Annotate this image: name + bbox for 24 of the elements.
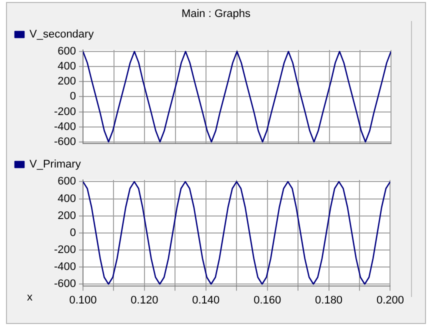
- y-tick-label: -600: [54, 136, 76, 148]
- y-tick-label: 200: [58, 76, 76, 88]
- legend-label: V_Primary: [30, 158, 82, 171]
- x-tick-label: 0.140: [192, 294, 220, 306]
- y-tick-label: -400: [54, 261, 76, 274]
- x-axis-title: x: [27, 291, 33, 304]
- y-tick-label: 600: [58, 46, 76, 58]
- y-tick-label: -600: [54, 278, 76, 290]
- chart-title: Main : Graphs: [180, 7, 252, 22]
- y-tick-label: -200: [54, 106, 76, 118]
- y-tick-label: 600: [58, 176, 76, 188]
- x-tick-label: 0.120: [130, 294, 158, 306]
- legend-label: V_secondary: [30, 28, 94, 41]
- y-tick-label: 200: [58, 210, 76, 222]
- y-tick-label: 0: [70, 226, 76, 239]
- y-tick-label: 400: [58, 192, 76, 205]
- y-tick-label: 400: [58, 60, 76, 73]
- x-tick-label: 0.180: [315, 294, 343, 306]
- y-tick-label: -400: [54, 120, 76, 133]
- y-tick-label: -200: [54, 244, 76, 256]
- y-tick-label: 0: [70, 90, 76, 103]
- x-tick-label: 0.200: [376, 294, 404, 306]
- x-tick-label: 0.100: [69, 294, 97, 306]
- x-tick-label: 0.160: [254, 294, 282, 306]
